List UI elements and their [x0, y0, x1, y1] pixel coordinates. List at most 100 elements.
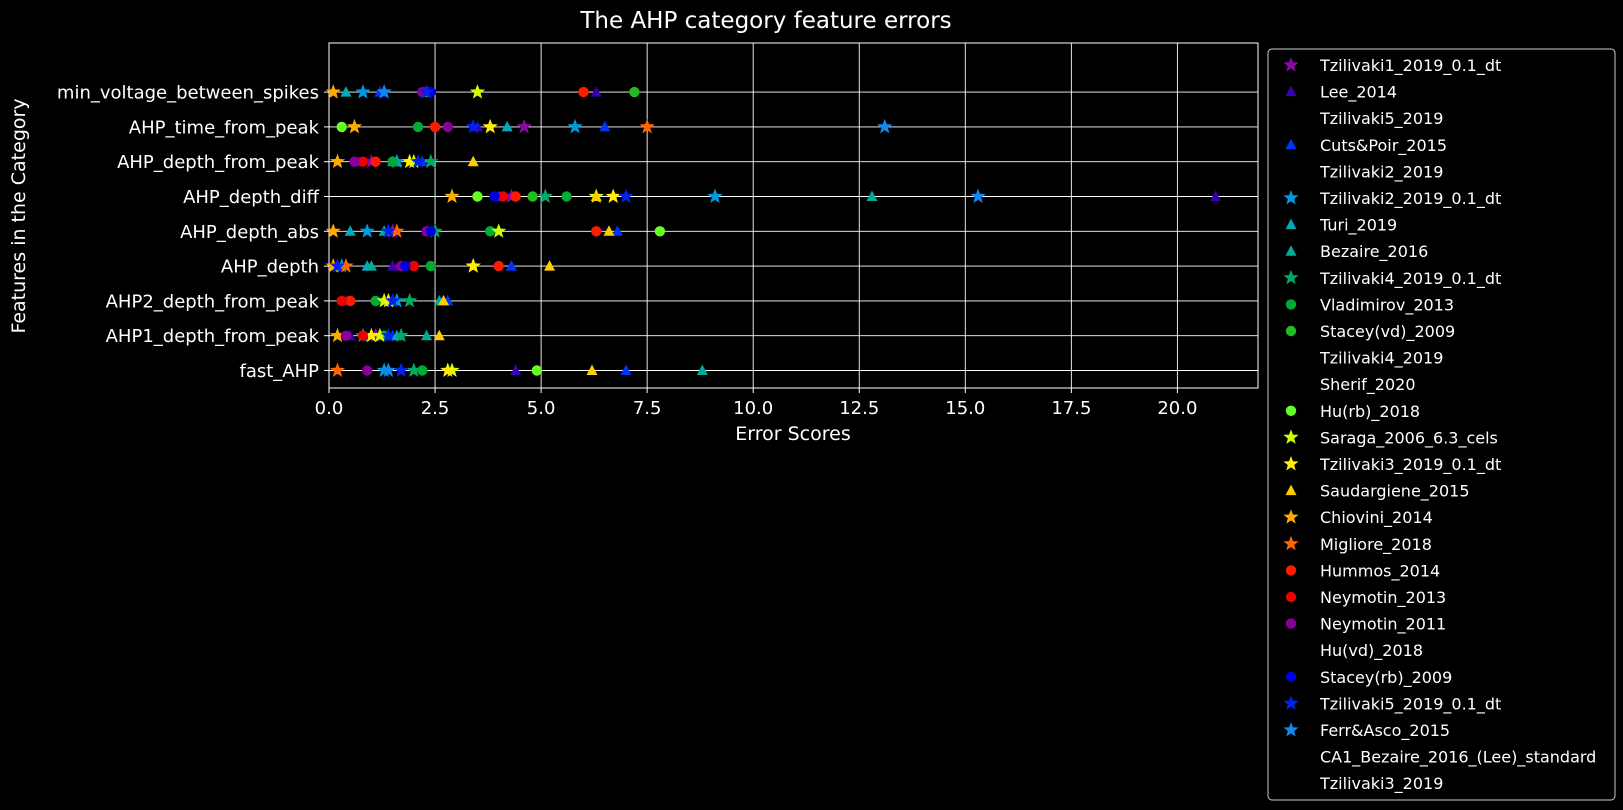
legend-label: Saraga_2006_6.3_cels: [1320, 428, 1498, 448]
legend-item: Tzilivaki5_2019_0.1_dt: [1283, 694, 1501, 714]
data-point: [433, 329, 445, 341]
legend-marker: [1283, 722, 1299, 737]
data-point: [611, 225, 623, 236]
chart-title: The AHP category feature errors: [579, 8, 951, 34]
data-point: [561, 191, 572, 202]
data-point: [567, 118, 583, 134]
legend-label: Lee_2014: [1320, 83, 1397, 103]
legend-item: Chiovini_2014: [1283, 508, 1433, 528]
legend-item: CA1_Bezaire_2016_(Lee)_standard: [1320, 748, 1596, 768]
y-tick-label: AHP_depth: [221, 257, 319, 278]
x-tick-label: 20.0: [1157, 398, 1197, 419]
data-point: [603, 225, 615, 236]
data-point: [472, 191, 483, 202]
legend-marker: [1285, 671, 1297, 682]
data-point: [618, 188, 634, 203]
y-tick-label: fast_AHP: [239, 361, 319, 382]
data-point: [408, 260, 420, 272]
legend-item: Tzilivaki3_2019_0.1_dt: [1283, 455, 1501, 475]
data-point: [425, 260, 437, 272]
legend-marker: [1285, 218, 1297, 230]
data-point: [410, 153, 426, 169]
legend-marker: [1283, 535, 1299, 551]
data-point: [349, 156, 360, 167]
legend-item: Migliore_2018: [1283, 535, 1432, 555]
data-point: [510, 364, 522, 375]
x-tick-label: 17.5: [1051, 398, 1091, 419]
data-point: [387, 260, 399, 271]
data-point: [344, 225, 356, 236]
legend-marker: [1285, 591, 1297, 603]
data-point: [531, 365, 543, 376]
data-point: [586, 364, 598, 375]
legend-item: Tzilivaki3_2019: [1319, 774, 1443, 794]
data-point: [482, 118, 498, 134]
legend-marker: [1285, 405, 1297, 416]
data-point: [578, 86, 589, 98]
legend-label: Tzilivaki3_2019_0.1_dt: [1319, 455, 1501, 475]
legend-label: Neymotin_2013: [1320, 588, 1446, 608]
legend-label: Tzilivaki5_2019: [1319, 109, 1443, 129]
legend-item: Tzilivaki4_2019: [1319, 349, 1443, 369]
data-point: [440, 362, 456, 377]
data-point: [467, 155, 479, 167]
y-tick-label: AHP_depth_diff: [183, 187, 320, 208]
data-point: [707, 188, 723, 203]
grid-horizontal: [329, 91, 1258, 371]
y-tick-label: AHP1_depth_from_peak: [106, 326, 320, 347]
data-point: [444, 188, 460, 203]
legend-item: Saudargiene_2015: [1285, 482, 1470, 502]
data-point: [429, 121, 441, 133]
legend-label: Stacey(rb)_2009: [1320, 668, 1452, 688]
legend-marker: [1285, 138, 1297, 150]
legend-item: Neymotin_2011: [1285, 615, 1446, 635]
data-point: [425, 226, 437, 237]
data-point: [325, 223, 341, 238]
data-point: [393, 327, 409, 343]
data-point: [340, 86, 352, 97]
legend-item: Bezaire_2016: [1285, 242, 1428, 262]
data-point: [400, 260, 411, 272]
data-point: [491, 223, 507, 238]
legend-marker: [1285, 299, 1297, 310]
legend-marker: [1283, 509, 1299, 524]
data-point: [465, 118, 481, 134]
legend-item: Hu(rb)_2018: [1285, 402, 1420, 422]
legend-label: Hu(rb)_2018: [1320, 402, 1420, 422]
data-point: [329, 362, 346, 377]
legend-marker: [1285, 565, 1297, 576]
legend-marker: [1283, 190, 1299, 205]
data-point: [372, 327, 388, 343]
data-point: [423, 153, 439, 169]
legend-label: Sherif_2020: [1320, 375, 1416, 395]
legend-item: Stacey(vd)_2009: [1285, 322, 1455, 342]
legend-label: Bezaire_2016: [1320, 242, 1428, 262]
y-tick-label: min_voltage_between_spikes: [57, 83, 319, 104]
data-point: [599, 120, 611, 132]
legend-marker: [1283, 269, 1299, 285]
data-point: [417, 365, 428, 376]
data-point: [340, 330, 352, 341]
legend-label: Tzilivaki1_2019_0.1_dt: [1319, 56, 1501, 76]
legend-marker: [1283, 429, 1299, 444]
legend-item: Saraga_2006_6.3_cels: [1283, 428, 1498, 448]
data-point: [387, 156, 398, 167]
x-tick-label: 15.0: [945, 398, 985, 419]
data-point: [357, 156, 369, 167]
legend-item: Hummos_2014: [1285, 561, 1440, 581]
data-point: [329, 327, 346, 343]
data-point: [516, 118, 532, 134]
legend-item: Sherif_2020: [1320, 375, 1416, 395]
y-tick-label: AHP_depth_abs: [180, 222, 319, 243]
data-point: [421, 329, 433, 341]
data-point: [620, 364, 632, 375]
legend-item: Lee_2014: [1285, 83, 1397, 103]
data-point: [345, 295, 356, 307]
legend-item: Turi_2019: [1285, 216, 1397, 236]
data-point: [385, 292, 401, 308]
legend-label: Hu(vd)_2018: [1320, 641, 1423, 661]
data-point: [591, 226, 602, 237]
legend-label: Tzilivaki3_2019: [1319, 774, 1443, 794]
legend-item: Stacey(rb)_2009: [1285, 668, 1452, 688]
y-axis-ticks: fast_AHP AHP1_depth_from_peak AHP2_depth_f…: [57, 83, 329, 382]
